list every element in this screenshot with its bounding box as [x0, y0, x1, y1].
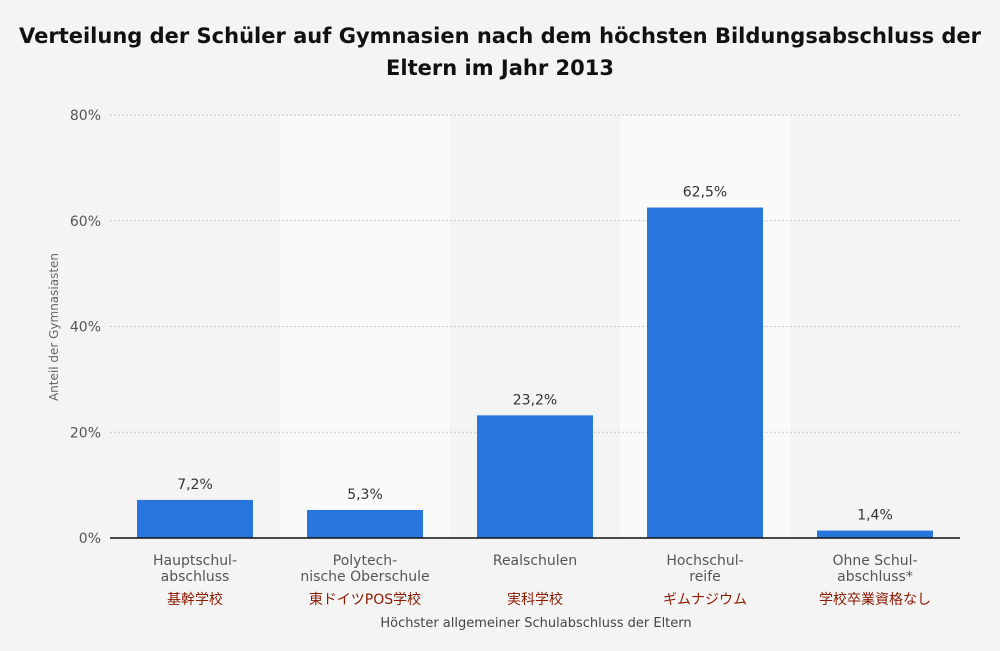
data-label: 62,5%	[683, 185, 727, 201]
x-tick-label: abschluss	[161, 569, 230, 585]
y-tick-label: 80%	[70, 108, 101, 124]
bar	[477, 415, 593, 538]
data-label: 23,2%	[513, 392, 557, 408]
x-tick-label: abschluss*	[837, 569, 913, 585]
data-label: 7,2%	[177, 477, 213, 493]
x-tick-label: Polytech-	[333, 553, 397, 569]
x-tick-label: Realschulen	[493, 553, 577, 569]
y-tick-label: 20%	[70, 425, 101, 441]
category-annotation: ギムナジウム	[663, 592, 747, 608]
y-tick-label: 40%	[70, 320, 101, 336]
x-tick-label: nische Oberschule	[300, 569, 429, 585]
category-band	[280, 115, 450, 538]
bar	[307, 509, 423, 538]
bar	[817, 530, 933, 538]
bar	[647, 207, 763, 538]
category-annotation: 実科学校	[507, 591, 563, 608]
chart-title: Verteilung der Schüler auf Gymnasien nac…	[18, 24, 982, 80]
data-label: 1,4%	[857, 508, 893, 524]
category-annotation: 基幹学校	[167, 591, 223, 608]
data-label: 5,3%	[347, 487, 383, 503]
category-annotation: 東ドイツPOS学校	[309, 591, 421, 608]
bar	[137, 499, 253, 538]
y-tick-label: 0%	[79, 531, 101, 547]
y-tick-label: 60%	[70, 214, 101, 230]
x-tick-label: reife	[689, 569, 721, 585]
y-axis-title: Anteil der Gymnasiasten	[47, 253, 61, 401]
category-annotation: 学校卒業資格なし	[819, 591, 931, 608]
x-tick-label: Ohne Schul-	[832, 553, 917, 569]
x-tick-label: Hauptschul-	[153, 553, 237, 569]
x-tick-label: Hochschul-	[666, 553, 743, 569]
x-axis-title: Höchster allgemeiner Schulabschluss der …	[380, 616, 691, 631]
